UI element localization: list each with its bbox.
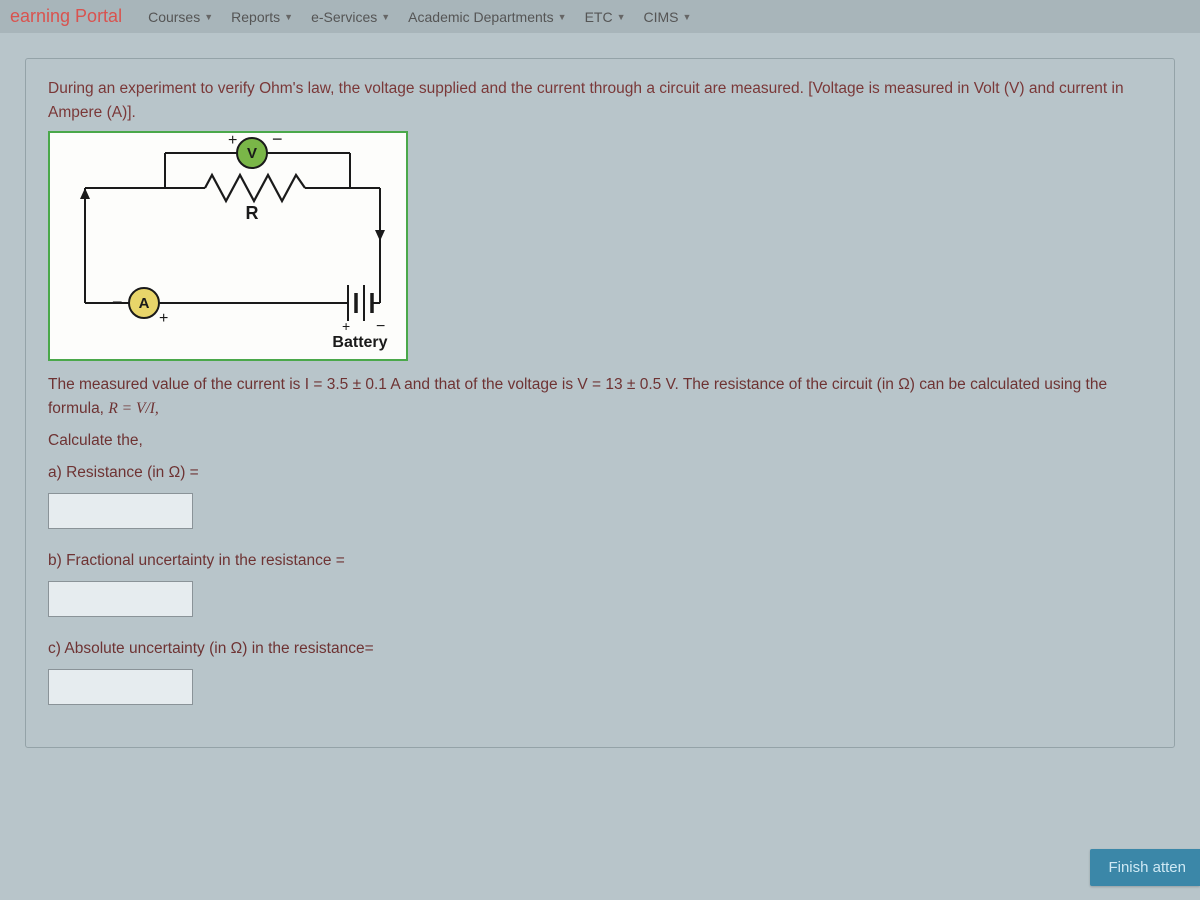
nav-academic-departments[interactable]: Academic Departments ▼	[408, 9, 566, 25]
nav-courses[interactable]: Courses ▼	[148, 9, 213, 25]
brand-text[interactable]: earning Portal	[10, 6, 122, 27]
question-intro: During an experiment to verify Ohm's law…	[48, 77, 1152, 125]
chevron-down-icon: ▼	[284, 12, 293, 22]
top-navbar: earning Portal Courses ▼ Reports ▼ e-Ser…	[0, 0, 1200, 33]
ammeter-label: A	[139, 295, 150, 312]
nav-eservices-label: e-Services	[311, 9, 377, 25]
nav-courses-label: Courses	[148, 9, 200, 25]
chevron-down-icon: ▼	[381, 12, 390, 22]
measured-values-text: The measured value of the current is I =…	[48, 373, 1152, 421]
svg-text:−: −	[272, 133, 283, 149]
svg-text:−: −	[376, 318, 385, 335]
nav-eservices[interactable]: e-Services ▼	[311, 9, 390, 25]
chevron-down-icon: ▼	[683, 12, 692, 22]
chevron-down-icon: ▼	[204, 12, 213, 22]
nav-cims[interactable]: CIMS ▼	[644, 9, 692, 25]
nav-reports[interactable]: Reports ▼	[231, 9, 293, 25]
answer-a-input[interactable]	[48, 493, 193, 529]
voltmeter-label: V	[247, 145, 257, 162]
measured-line: The measured value of the current is I =…	[48, 376, 1107, 417]
nav-etc-label: ETC	[585, 9, 613, 25]
svg-text:+: +	[228, 133, 237, 149]
circuit-diagram: V + − R A − +	[48, 131, 408, 361]
battery-label: Battery	[332, 334, 387, 351]
chevron-down-icon: ▼	[617, 12, 626, 22]
part-c-label: c) Absolute uncertainty (in Ω) in the re…	[48, 637, 1152, 661]
formula-text: R = V/I,	[108, 400, 159, 417]
part-b-label: b) Fractional uncertainty in the resista…	[48, 549, 1152, 573]
chevron-down-icon: ▼	[558, 12, 567, 22]
part-a-label: a) Resistance (in Ω) =	[48, 461, 1152, 485]
calculate-label: Calculate the,	[48, 429, 1152, 453]
answer-c-input[interactable]	[48, 669, 193, 705]
svg-text:−: −	[112, 292, 123, 312]
answer-b-input[interactable]	[48, 581, 193, 617]
nav-cims-label: CIMS	[644, 9, 679, 25]
svg-text:+: +	[159, 310, 168, 327]
question-panel: During an experiment to verify Ohm's law…	[25, 58, 1175, 748]
nav-academic-label: Academic Departments	[408, 9, 554, 25]
nav-reports-label: Reports	[231, 9, 280, 25]
nav-etc[interactable]: ETC ▼	[585, 9, 626, 25]
finish-attempt-button[interactable]: Finish atten	[1090, 849, 1200, 886]
svg-text:+: +	[342, 318, 350, 334]
resistor-label: R	[246, 203, 259, 223]
